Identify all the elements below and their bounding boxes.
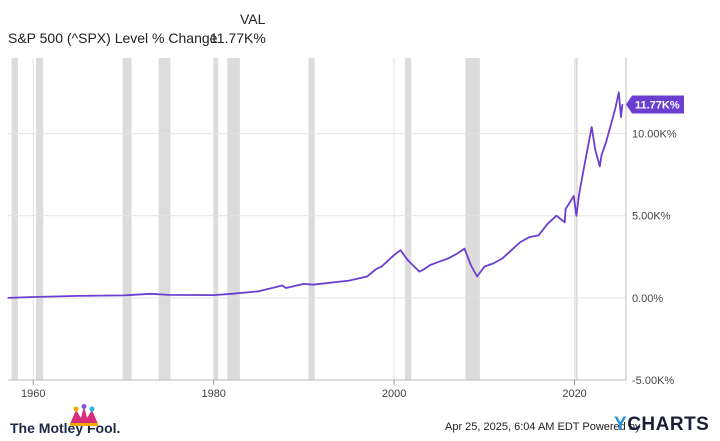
data-point xyxy=(564,221,566,223)
y-tick-label: 0.00% xyxy=(632,293,663,305)
data-point xyxy=(621,103,623,106)
data-point xyxy=(591,126,593,128)
recession-band xyxy=(465,58,480,380)
data-point xyxy=(614,108,616,110)
legend-series-name: S&P 500 (^SPX) Level % Change xyxy=(8,30,218,46)
y-tick-label: 5.00K% xyxy=(632,211,671,223)
ycharts-logo: YCHARTS xyxy=(614,414,709,436)
data-point xyxy=(438,261,440,263)
data-point xyxy=(456,252,458,255)
recession-band xyxy=(227,58,240,380)
x-tick-label: 2020 xyxy=(562,388,586,400)
recession-band xyxy=(308,58,315,380)
data-point xyxy=(578,193,580,195)
data-point xyxy=(605,141,607,143)
x-tick-label: 1980 xyxy=(201,388,225,400)
data-point xyxy=(348,280,350,282)
data-point xyxy=(476,275,478,278)
data-point xyxy=(393,254,395,256)
data-point xyxy=(312,284,314,286)
data-point xyxy=(447,257,449,260)
gridlines xyxy=(8,58,627,381)
recession-band xyxy=(11,58,18,380)
timestamp: Apr 25, 2025, 6:04 AM EDT Powered by xyxy=(445,421,641,433)
data-point xyxy=(399,249,402,251)
data-point xyxy=(510,249,513,251)
recession-band xyxy=(35,58,44,380)
data-point xyxy=(519,241,522,243)
y-tick-label: 10.00K% xyxy=(632,129,677,141)
data-point xyxy=(564,208,567,210)
data-point xyxy=(380,266,383,268)
recession-band xyxy=(575,58,578,380)
data-point xyxy=(281,284,283,287)
data-point xyxy=(167,294,170,296)
jester-hat-icon xyxy=(70,404,98,426)
recession-band xyxy=(404,58,412,380)
data-point xyxy=(599,165,601,168)
data-point xyxy=(573,195,575,197)
data-point xyxy=(575,215,577,217)
last-value-badge xyxy=(626,95,684,114)
series-group xyxy=(7,91,624,299)
recession-band xyxy=(213,58,219,380)
data-point xyxy=(555,215,558,217)
data-point xyxy=(618,91,620,94)
recession-band xyxy=(158,58,171,380)
series-line xyxy=(7,91,624,299)
data-point xyxy=(422,269,424,271)
x-axis: 1960 1980 2000 2020 xyxy=(21,380,587,400)
data-point xyxy=(501,257,503,260)
data-point xyxy=(366,275,368,278)
data-point xyxy=(375,268,377,270)
ycharts-logo-y: Y xyxy=(614,414,628,435)
data-point xyxy=(601,154,603,156)
data-point xyxy=(303,283,305,285)
data-point xyxy=(32,296,34,298)
data-point xyxy=(429,264,431,266)
ycharts-logo-rest: CHARTS xyxy=(627,414,710,435)
data-point xyxy=(285,287,287,289)
data-point xyxy=(231,293,233,295)
data-point xyxy=(213,294,215,296)
y-axis: -5.00K% 0.00% 5.00K% 10.00K% xyxy=(632,129,677,387)
data-point xyxy=(77,295,79,297)
data-point xyxy=(594,149,596,151)
data-point xyxy=(492,262,494,264)
x-tick-label: 2000 xyxy=(382,388,406,400)
data-point xyxy=(258,290,260,292)
data-point xyxy=(620,116,622,118)
legend-series-value: 11.77K% xyxy=(210,30,266,46)
data-point xyxy=(610,124,612,126)
last-value-label: 11.77K% xyxy=(635,99,680,111)
recession-band xyxy=(122,58,132,380)
data-point xyxy=(149,293,152,295)
data-point xyxy=(463,247,466,250)
y-tick-label: -5.00K% xyxy=(632,375,674,387)
data-point xyxy=(537,234,540,237)
data-point xyxy=(470,264,472,266)
data-point xyxy=(407,259,409,261)
data-point xyxy=(582,169,585,171)
data-point xyxy=(528,236,531,238)
x-tick-label: 1960 xyxy=(21,388,45,400)
data-point xyxy=(7,297,9,299)
last-value-badge-group: 11.77K% xyxy=(626,95,684,114)
data-point xyxy=(483,266,485,268)
recession-bands xyxy=(11,58,578,380)
data-point xyxy=(122,294,125,296)
data-point xyxy=(546,223,549,225)
data-point xyxy=(418,270,420,273)
legend-header: VAL xyxy=(240,11,266,27)
